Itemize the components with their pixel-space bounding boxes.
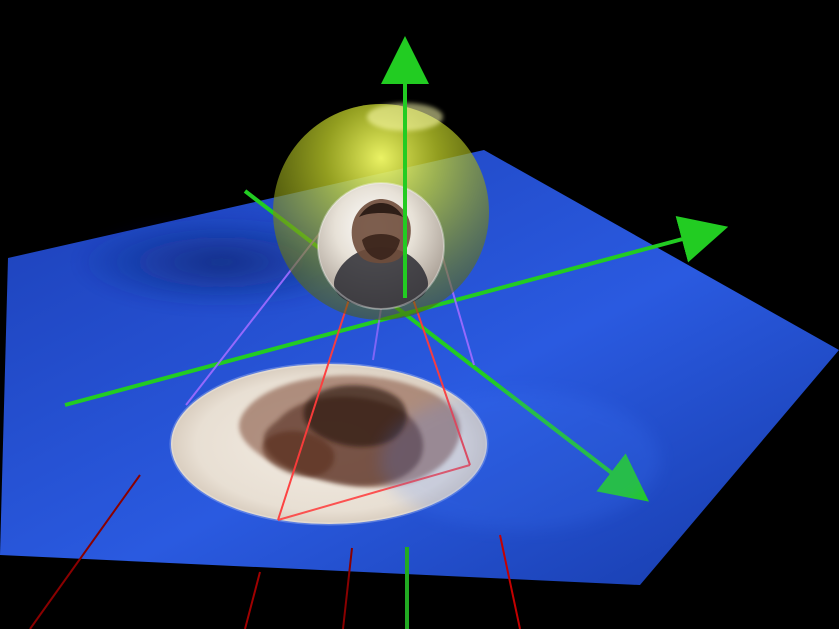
inner-portrait-sphere [317,182,445,310]
projection-lines-lower [29,474,521,629]
plane-glow [380,390,660,530]
